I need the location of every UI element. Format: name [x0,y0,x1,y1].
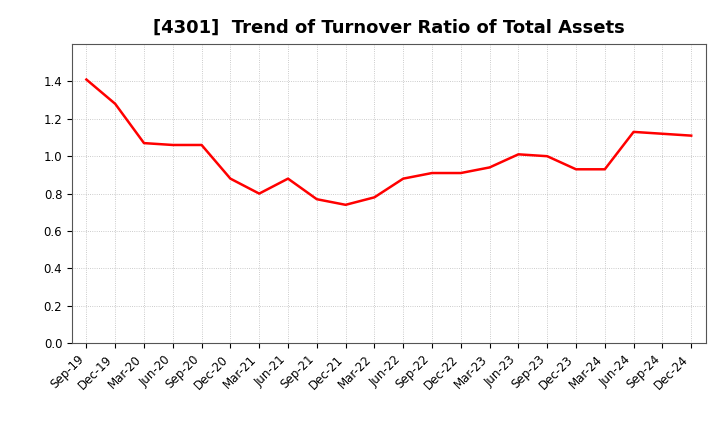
Title: [4301]  Trend of Turnover Ratio of Total Assets: [4301] Trend of Turnover Ratio of Total … [153,19,625,37]
